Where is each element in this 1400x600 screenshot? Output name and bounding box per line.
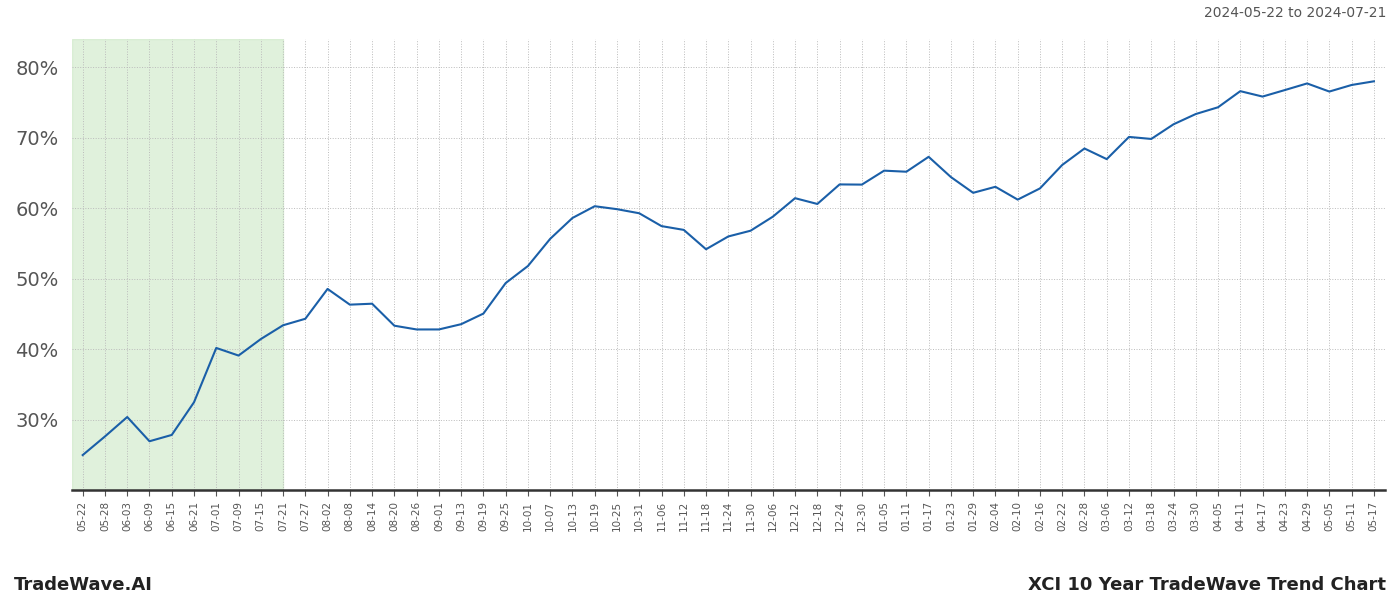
- Bar: [71, 39, 283, 490]
- Text: 2024-05-22 to 2024-07-21: 2024-05-22 to 2024-07-21: [1204, 6, 1386, 20]
- Text: XCI 10 Year TradeWave Trend Chart: XCI 10 Year TradeWave Trend Chart: [1028, 576, 1386, 594]
- Text: TradeWave.AI: TradeWave.AI: [14, 576, 153, 594]
